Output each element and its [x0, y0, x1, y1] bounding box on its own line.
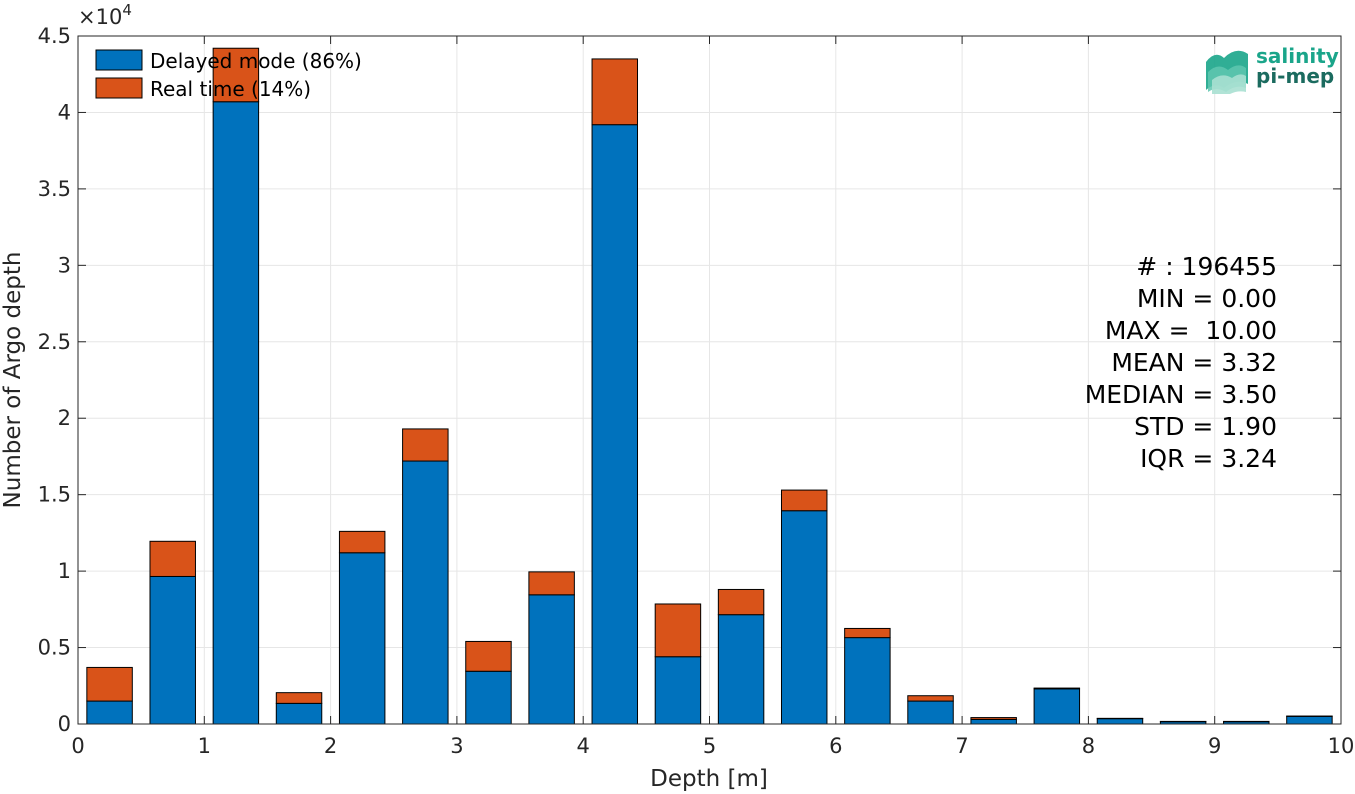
stat-line: # : 196455 [1136, 252, 1277, 281]
salinity-pi-mep-logo: salinity pi-mep [1206, 44, 1339, 94]
y-tick-label: 0.5 [38, 636, 71, 660]
y-exponent-power: 4 [122, 1, 132, 19]
bar-delayed-mode [275, 702, 323, 725]
bar-delayed-mode [212, 101, 260, 725]
bar-real-time [465, 640, 512, 672]
stat-line: STD = 1.90 [1134, 412, 1277, 441]
bar-real-time [1033, 687, 1081, 690]
x-tick-label: 0 [71, 734, 84, 758]
x-tick-label: 3 [450, 734, 463, 758]
y-axis-ticks: 0 0.5 1 1.5 2 2.5 3 3.5 4 4.5 [38, 24, 1341, 736]
bar-real-time [338, 530, 386, 554]
logo-text-salinity: salinity [1256, 44, 1339, 68]
y-tick-label: 1 [58, 559, 71, 583]
wave-logo-icon [1206, 50, 1248, 94]
y-tick-label: 1.5 [38, 483, 71, 507]
bar-real-time [212, 47, 260, 103]
bar-real-time [528, 571, 575, 596]
x-axis-ticks: 0 1 2 3 4 5 6 7 8 9 10 [71, 36, 1354, 758]
legend-swatch-realtime [95, 77, 143, 99]
bar-delayed-mode [591, 124, 639, 725]
legend-swatch-delayed [95, 49, 143, 71]
bar-real-time [402, 428, 449, 462]
bar-delayed-mode [1096, 718, 1144, 725]
y-tick-label: 2 [58, 406, 71, 430]
bar-real-time [591, 58, 639, 126]
x-tick-label: 10 [1328, 734, 1355, 758]
x-tick-label: 4 [577, 734, 590, 758]
bar-real-time [844, 627, 891, 639]
bar-real-time [149, 540, 196, 577]
y-axis-label: Number of Argo depth [0, 252, 26, 509]
legend-label-realtime: Real time (14%) [150, 77, 311, 101]
x-tick-label: 1 [198, 734, 211, 758]
bar-real-time [780, 489, 828, 512]
y-tick-label: 4.5 [38, 24, 71, 48]
x-tick-label: 9 [1208, 734, 1221, 758]
bar-delayed-mode [86, 700, 133, 725]
bar-delayed-mode [338, 552, 386, 725]
legend: Delayed mode (86%) Real time (14%) [95, 49, 362, 101]
y-tick-label: 4 [58, 100, 71, 124]
y-tick-label: 3.5 [38, 177, 71, 201]
x-tick-label: 6 [829, 734, 842, 758]
bar-delayed-mode [1286, 715, 1333, 725]
x-tick-label: 7 [955, 734, 968, 758]
bar-delayed-mode [528, 594, 575, 725]
stat-line: MIN = 0.00 [1137, 284, 1277, 313]
bar-real-time [970, 717, 1017, 720]
bar-series [86, 47, 1333, 725]
bar-real-time [654, 603, 702, 658]
legend-label-delayed: Delayed mode (86%) [150, 49, 362, 73]
y-exponent-label: ×104 [78, 1, 132, 29]
x-tick-label: 5 [703, 734, 716, 758]
bar-delayed-mode [970, 718, 1017, 725]
y-tick-label: 0 [58, 712, 71, 736]
y-tick-label: 2.5 [38, 330, 71, 354]
bar-delayed-mode [844, 637, 891, 725]
bar-delayed-mode [465, 670, 512, 725]
bar-real-time [86, 666, 133, 702]
bar-delayed-mode [717, 614, 765, 725]
bar-delayed-mode [149, 575, 196, 725]
stat-line: MAX = 10.00 [1105, 316, 1277, 345]
x-tick-label: 2 [324, 734, 337, 758]
stat-line: MEAN = 3.32 [1111, 348, 1277, 377]
bar-delayed-mode [402, 460, 449, 725]
bar-delayed-mode [780, 510, 828, 725]
bar-real-time [907, 695, 954, 702]
x-tick-label: 8 [1082, 734, 1095, 758]
logo-text-pimep: pi-mep [1256, 64, 1334, 88]
bar-real-time [717, 588, 765, 616]
statistics-box: # : 196455 MIN = 0.00 MAX = 10.00 MEAN = 3.… [1085, 252, 1277, 473]
y-tick-label: 3 [58, 253, 71, 277]
x-axis-label: Depth [m] [650, 766, 768, 792]
stat-line: IQR = 3.24 [1140, 444, 1277, 473]
bar-delayed-mode [1033, 688, 1081, 725]
stat-line: MEDIAN = 3.50 [1085, 380, 1277, 409]
bar-delayed-mode [654, 656, 702, 725]
bar-delayed-mode [907, 700, 954, 725]
bar-real-time [275, 692, 323, 704]
